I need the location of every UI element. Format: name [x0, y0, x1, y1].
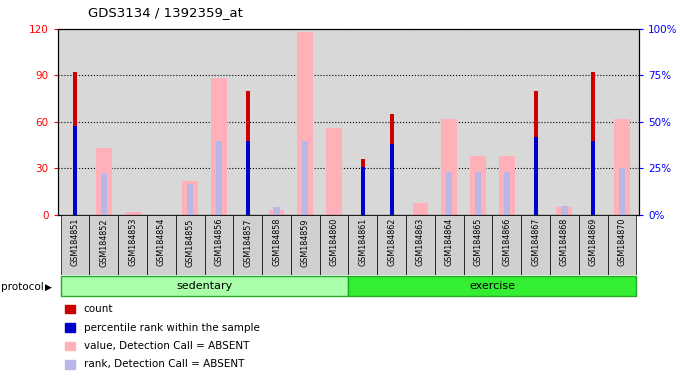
- Text: GSM184855: GSM184855: [186, 218, 194, 266]
- Text: ▶: ▶: [45, 283, 52, 292]
- Bar: [61, 215, 90, 275]
- Bar: [118, 215, 147, 275]
- Bar: [591, 72, 595, 215]
- Text: exercise: exercise: [469, 281, 515, 291]
- Text: GSM184869: GSM184869: [589, 218, 598, 266]
- Bar: [441, 119, 457, 215]
- Bar: [273, 207, 279, 215]
- Bar: [406, 215, 435, 275]
- Text: GSM184860: GSM184860: [330, 218, 339, 266]
- Bar: [492, 215, 521, 275]
- Text: GSM184864: GSM184864: [445, 218, 454, 266]
- Bar: [101, 173, 107, 215]
- Bar: [361, 167, 365, 215]
- Bar: [211, 78, 227, 215]
- Bar: [216, 141, 222, 215]
- Bar: [320, 215, 348, 275]
- Bar: [561, 206, 568, 215]
- Bar: [591, 141, 595, 215]
- Bar: [187, 184, 193, 215]
- Bar: [534, 91, 538, 215]
- Bar: [579, 215, 607, 275]
- Text: GDS3134 / 1392359_at: GDS3134 / 1392359_at: [88, 6, 243, 19]
- Text: GSM184859: GSM184859: [301, 218, 310, 266]
- Bar: [607, 215, 636, 275]
- Bar: [348, 215, 377, 275]
- Bar: [446, 172, 452, 215]
- Text: GSM184857: GSM184857: [243, 218, 252, 266]
- Bar: [435, 215, 464, 275]
- Bar: [147, 215, 176, 275]
- Bar: [96, 148, 112, 215]
- Bar: [534, 137, 538, 215]
- Text: GSM184858: GSM184858: [272, 218, 281, 266]
- Text: GSM184868: GSM184868: [560, 218, 569, 266]
- Text: GSM184865: GSM184865: [473, 218, 483, 266]
- Text: count: count: [84, 304, 113, 314]
- Bar: [262, 215, 291, 275]
- Text: GSM184851: GSM184851: [71, 218, 80, 266]
- Text: GSM184867: GSM184867: [531, 218, 540, 266]
- Bar: [73, 126, 77, 215]
- Bar: [556, 207, 573, 215]
- Bar: [464, 215, 492, 275]
- Bar: [614, 119, 630, 215]
- Text: sedentary: sedentary: [177, 281, 233, 291]
- Bar: [470, 156, 486, 215]
- Bar: [377, 215, 406, 275]
- Text: GSM184866: GSM184866: [503, 218, 511, 266]
- Bar: [245, 91, 250, 215]
- Text: GSM184852: GSM184852: [99, 218, 108, 266]
- Bar: [348, 276, 636, 296]
- Text: protocol: protocol: [1, 282, 44, 292]
- Text: GSM184861: GSM184861: [358, 218, 367, 266]
- Text: GSM184856: GSM184856: [214, 218, 224, 266]
- Bar: [390, 144, 394, 215]
- Bar: [504, 172, 510, 215]
- Bar: [297, 32, 313, 215]
- Bar: [499, 156, 515, 215]
- Text: GSM184870: GSM184870: [617, 218, 626, 266]
- Bar: [326, 128, 342, 215]
- Text: rank, Detection Call = ABSENT: rank, Detection Call = ABSENT: [84, 359, 244, 369]
- Text: value, Detection Call = ABSENT: value, Detection Call = ABSENT: [84, 341, 249, 351]
- Bar: [176, 215, 205, 275]
- Bar: [182, 181, 198, 215]
- Bar: [61, 276, 348, 296]
- Text: GSM184853: GSM184853: [128, 218, 137, 266]
- Bar: [413, 203, 428, 215]
- Bar: [361, 159, 365, 215]
- Bar: [619, 169, 625, 215]
- Bar: [390, 114, 394, 215]
- Bar: [124, 212, 141, 215]
- Bar: [550, 215, 579, 275]
- Bar: [521, 215, 550, 275]
- Bar: [245, 141, 250, 215]
- Bar: [291, 215, 320, 275]
- Bar: [475, 172, 481, 215]
- Bar: [73, 72, 77, 215]
- Text: percentile rank within the sample: percentile rank within the sample: [84, 323, 260, 333]
- Text: GSM184863: GSM184863: [416, 218, 425, 266]
- Bar: [233, 215, 262, 275]
- Bar: [302, 141, 309, 215]
- Bar: [205, 215, 233, 275]
- Bar: [269, 210, 284, 215]
- Bar: [90, 215, 118, 275]
- Text: GSM184862: GSM184862: [387, 218, 396, 266]
- Text: GSM184854: GSM184854: [157, 218, 166, 266]
